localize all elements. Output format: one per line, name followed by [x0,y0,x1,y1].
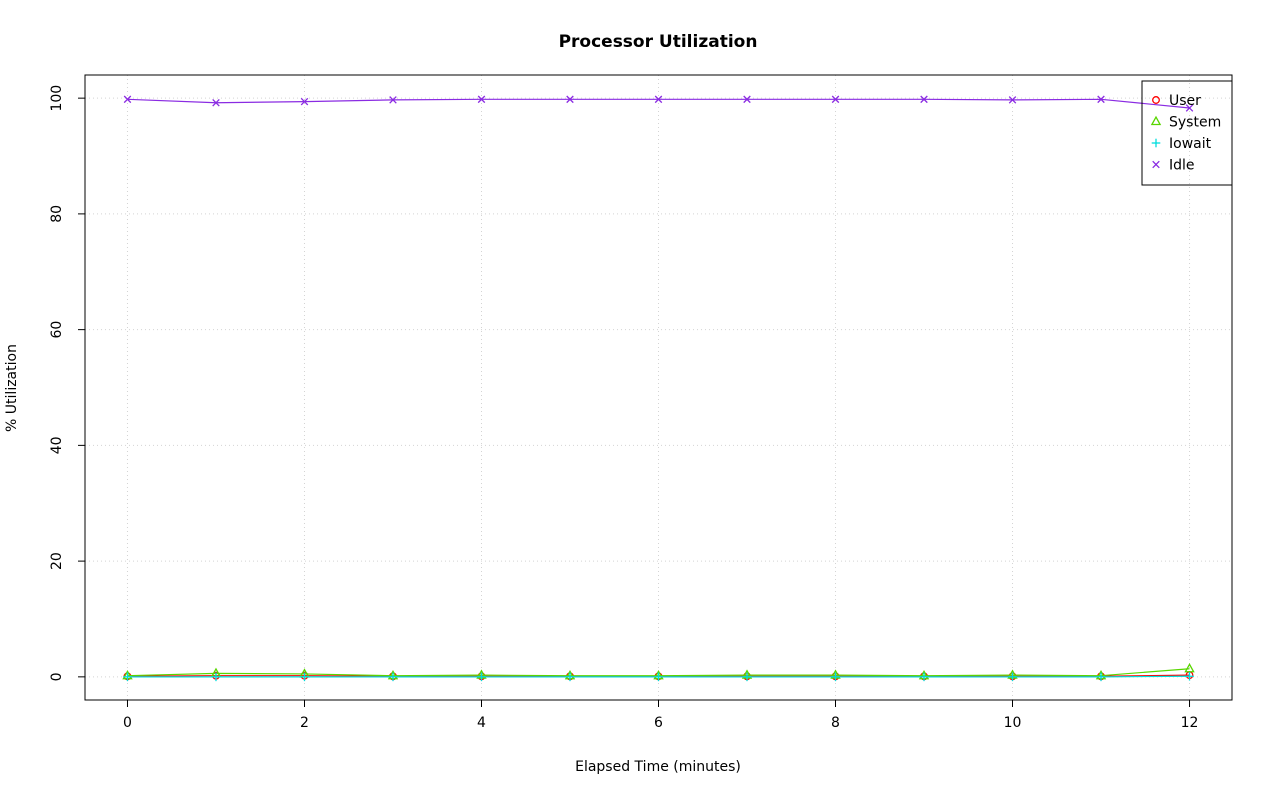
legend-item-system: System [1169,115,1221,131]
plot-generated-content: 0 2 4 6 8 10 12 0 20 40 60 80 100 User System Iowait Idl… [49,74,1233,731]
grid [85,75,1232,700]
x-marker [831,95,840,104]
x-tick-label: 8 [831,715,840,731]
y-tick-label: 80 [49,205,65,223]
y-axis-label: % Utilization [4,344,20,432]
triangle-marker [1184,663,1195,673]
y-tick-label: 100 [49,85,65,112]
x-marker [566,95,574,104]
x-axis-label: Elapsed Time (minutes) [575,759,741,775]
x-marker [1185,104,1194,112]
triangle-marker [1150,115,1162,126]
series-idle [123,95,1194,112]
x-tick-label: 4 [477,715,486,731]
series-iowait [123,671,1194,682]
x-marker [920,95,928,104]
y-tick-label: 40 [49,436,65,454]
x-marker [654,95,663,104]
x-tick-label: 2 [300,715,309,731]
y-tick-label: 60 [49,321,65,339]
x-marker [300,97,309,106]
x-marker [1152,160,1160,169]
x-marker [389,96,397,104]
x-marker [1008,96,1017,104]
x-marker [477,95,486,104]
y-tick-label: 0 [49,672,65,681]
x-marker [743,95,751,104]
axes: 0 2 4 6 8 10 12 0 20 40 60 80 100 [49,85,1198,731]
legend-item-idle: Idle [1169,158,1195,174]
legend: User System Iowait Idle [1141,80,1233,186]
x-marker [123,95,132,104]
x-tick-label: 10 [1004,715,1022,731]
x-marker [212,99,220,107]
legend-item-iowait: Iowait [1169,136,1212,152]
x-marker [1097,95,1105,104]
y-tick-label: 20 [49,552,65,570]
x-tick-label: 0 [123,715,132,731]
chart-title: Processor Utilization [559,32,758,52]
legend-item-user: User [1169,93,1201,109]
x-tick-label: 6 [654,715,663,731]
legend-box [1141,80,1233,186]
x-tick-label: 12 [1181,715,1199,731]
circle-marker [1152,96,1160,104]
